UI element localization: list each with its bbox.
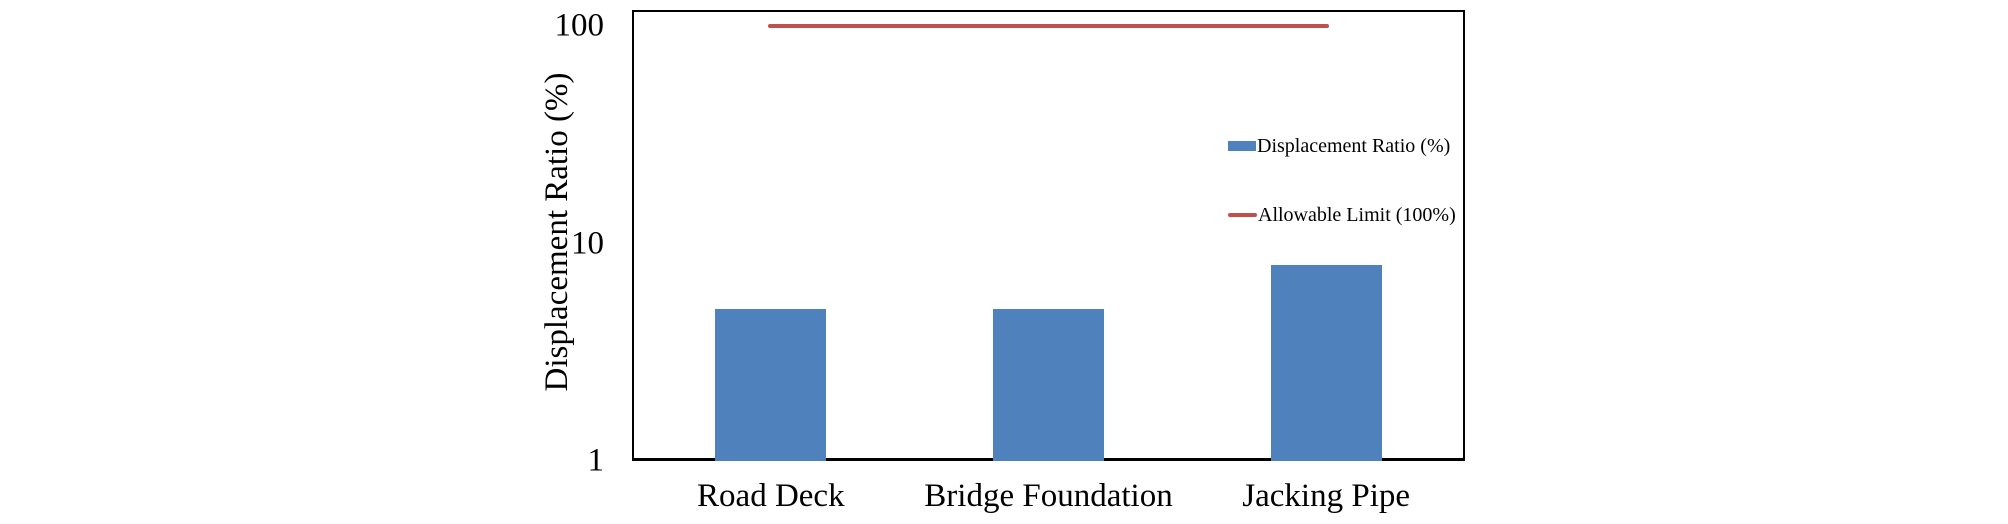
legend-item-displacement-ratio: Displacement Ratio (%) [1228, 132, 1456, 160]
x-category-label-bridge-foundation: Bridge Foundation [924, 478, 1173, 514]
y-tick-label-10: 10 [571, 225, 604, 262]
bar-bridge-foundation [993, 309, 1104, 461]
x-category-label-jacking-pipe: Jacking Pipe [1242, 478, 1411, 514]
bar-jacking-pipe [1270, 264, 1382, 461]
bar-swatch-icon [1228, 141, 1256, 151]
chart-legend: Displacement Ratio (%) Allowable Limit (… [1228, 132, 1456, 229]
allowable-limit-line [767, 24, 1330, 29]
x-category-label-road-deck: Road Deck [697, 478, 845, 514]
line-swatch-icon [1228, 213, 1257, 217]
legend-label: Allowable Limit (100%) [1258, 203, 1456, 226]
y-tick-label-1: 1 [587, 442, 605, 479]
bar-road-deck [715, 309, 827, 461]
legend-label: Displacement Ratio (%) [1257, 134, 1451, 157]
y-tick-label-100: 100 [554, 7, 605, 44]
legend-item-allowable-limit: Allowable Limit (100%) [1228, 201, 1456, 229]
